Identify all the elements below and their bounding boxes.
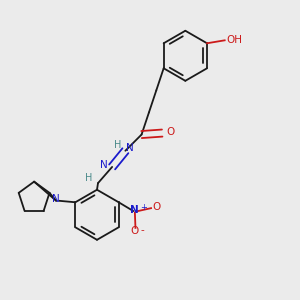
Text: -: - [141, 225, 145, 235]
Text: O: O [152, 202, 161, 212]
Text: +: + [140, 203, 147, 212]
Text: H: H [85, 173, 93, 183]
Text: N: N [100, 160, 108, 170]
Text: N: N [52, 194, 60, 204]
Text: O: O [130, 226, 139, 236]
Text: OH: OH [226, 35, 242, 45]
Text: N: N [126, 143, 134, 153]
Text: N: N [130, 205, 139, 214]
Text: O: O [167, 127, 175, 137]
Text: H: H [115, 140, 122, 150]
